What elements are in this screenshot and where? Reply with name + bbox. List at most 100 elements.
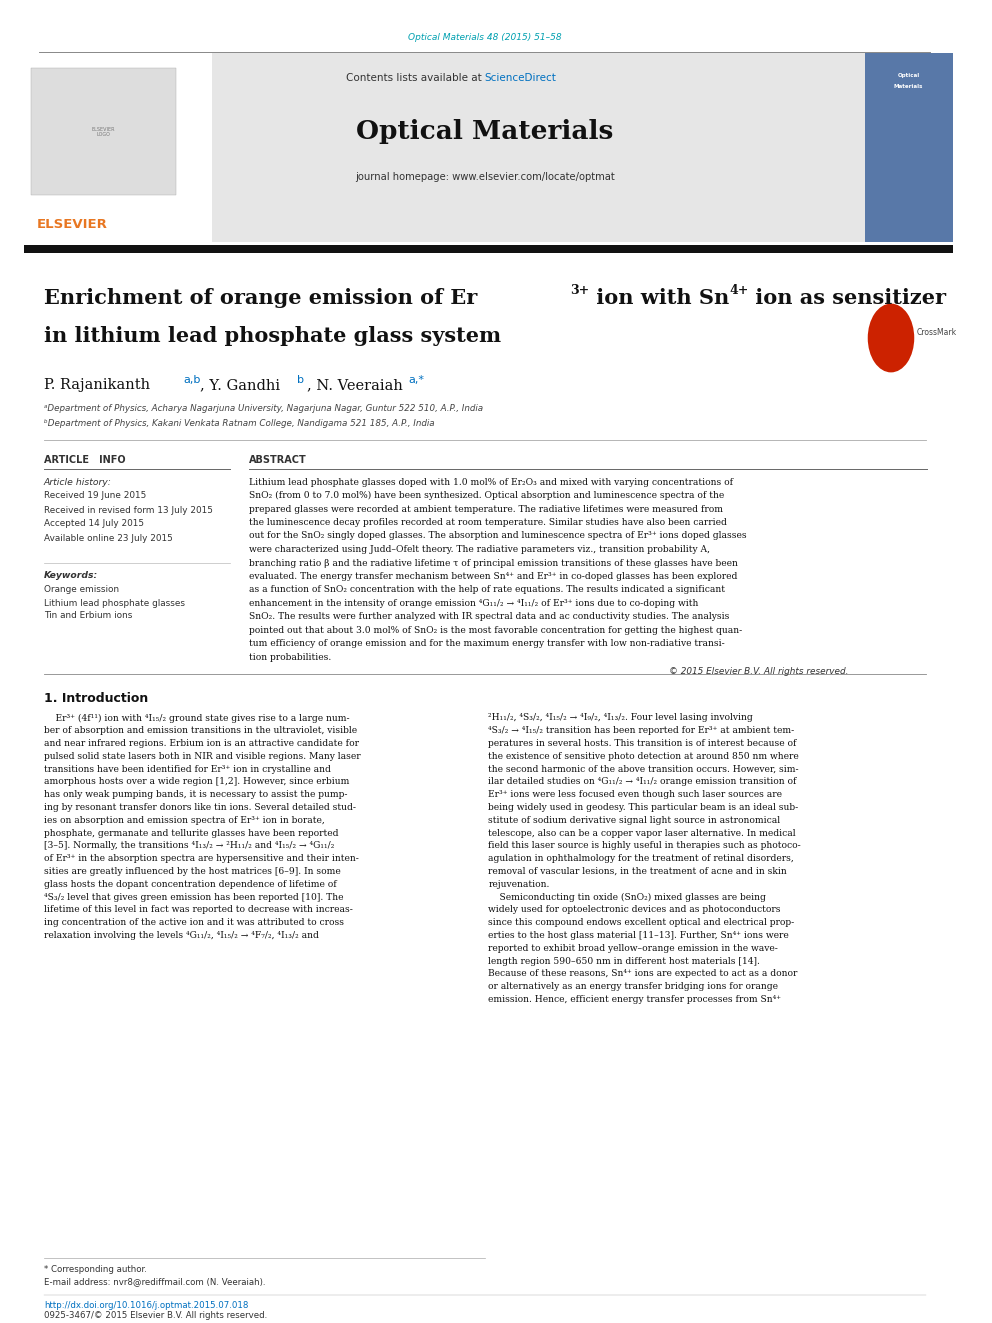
Text: amorphous hosts over a wide region [1,2]. However, since erbium: amorphous hosts over a wide region [1,2]… <box>44 778 349 786</box>
Text: widely used for optoelectronic devices and as photoconductors: widely used for optoelectronic devices a… <box>488 905 781 914</box>
Text: E-mail address: nvr8@rediffmail.com (N. Veeraiah).: E-mail address: nvr8@rediffmail.com (N. … <box>44 1278 266 1286</box>
Text: ScienceDirect: ScienceDirect <box>484 73 557 83</box>
Bar <box>25 245 952 253</box>
Text: Received 19 June 2015: Received 19 June 2015 <box>44 492 146 500</box>
Text: Received in revised form 13 July 2015: Received in revised form 13 July 2015 <box>44 505 213 515</box>
Text: stitute of sodium derivative signal light source in astronomical: stitute of sodium derivative signal ligh… <box>488 816 781 826</box>
Text: and near infrared regions. Erbium ion is an attractive candidate for: and near infrared regions. Erbium ion is… <box>44 740 359 747</box>
Text: Materials: Materials <box>894 85 924 90</box>
Text: tion probabilities.: tion probabilities. <box>249 654 331 662</box>
Text: ⁴S₃/₂ level that gives green emission has been reported [10]. The: ⁴S₃/₂ level that gives green emission ha… <box>44 893 343 902</box>
Text: length region 590–650 nm in different host materials [14].: length region 590–650 nm in different ho… <box>488 957 760 966</box>
Polygon shape <box>879 314 903 329</box>
Text: Optical: Optical <box>898 73 920 78</box>
Text: Available online 23 July 2015: Available online 23 July 2015 <box>44 533 173 542</box>
Text: pulsed solid state lasers both in NIR and visible regions. Many laser: pulsed solid state lasers both in NIR an… <box>44 751 360 761</box>
Text: telescope, also can be a copper vapor laser alternative. In medical: telescope, also can be a copper vapor la… <box>488 828 797 837</box>
Text: Enrichment of orange emission of Er: Enrichment of orange emission of Er <box>44 288 477 308</box>
Text: Tin and Erbium ions: Tin and Erbium ions <box>44 611 132 620</box>
Text: SnO₂ (from 0 to 7.0 mol%) have been synthesized. Optical absorption and luminesc: SnO₂ (from 0 to 7.0 mol%) have been synt… <box>249 491 724 500</box>
Text: Semiconducting tin oxide (SnO₂) mixed glasses are being: Semiconducting tin oxide (SnO₂) mixed gl… <box>488 893 767 902</box>
Text: CrossMark: CrossMark <box>917 328 956 336</box>
Text: ELSEVIER: ELSEVIER <box>37 218 108 232</box>
Text: removal of vascular lesions, in the treatment of acne and in skin: removal of vascular lesions, in the trea… <box>488 867 788 876</box>
Text: ion with Sn: ion with Sn <box>589 288 729 308</box>
Text: Optical Materials 48 (2015) 51–58: Optical Materials 48 (2015) 51–58 <box>408 33 561 42</box>
Text: field this laser source is highly useful in therapies such as photoco-: field this laser source is highly useful… <box>488 841 802 851</box>
Text: journal homepage: www.elsevier.com/locate/optmat: journal homepage: www.elsevier.com/locat… <box>355 172 614 183</box>
Text: Because of these reasons, Sn⁴⁺ ions are expected to act as a donor: Because of these reasons, Sn⁴⁺ ions are … <box>488 970 798 979</box>
Text: lifetime of this level in fact was reported to decrease with increas-: lifetime of this level in fact was repor… <box>44 905 353 914</box>
Text: erties to the host glass material [11–13]. Further, Sn⁴⁺ ions were: erties to the host glass material [11–13… <box>488 931 790 941</box>
Text: sities are greatly influenced by the host matrices [6–9]. In some: sities are greatly influenced by the hos… <box>44 867 340 876</box>
Text: ies on absorption and emission spectra of Er³⁺ ion in borate,: ies on absorption and emission spectra o… <box>44 816 324 826</box>
Text: * Corresponding author.: * Corresponding author. <box>44 1266 147 1274</box>
Text: ᵇDepartment of Physics, Kakani Venkata Ratnam College, Nandigama 521 185, A.P., : ᵇDepartment of Physics, Kakani Venkata R… <box>44 418 434 427</box>
Text: Optical Materials: Optical Materials <box>356 119 613 144</box>
Text: branching ratio β and the radiative lifetime τ of principal emission transitions: branching ratio β and the radiative life… <box>249 558 738 568</box>
Text: out for the SnO₂ singly doped glasses. The absorption and luminescence spectra o: out for the SnO₂ singly doped glasses. T… <box>249 532 747 541</box>
Text: Lithium lead phosphate glasses: Lithium lead phosphate glasses <box>44 598 185 607</box>
Text: prepared glasses were recorded at ambient temperature. The radiative lifetimes w: prepared glasses were recorded at ambien… <box>249 504 723 513</box>
Text: as a function of SnO₂ concentration with the help of rate equations. The results: as a function of SnO₂ concentration with… <box>249 586 725 594</box>
Text: ing concentration of the active ion and it was attributed to cross: ing concentration of the active ion and … <box>44 918 344 927</box>
Text: reported to exhibit broad yellow–orange emission in the wave-: reported to exhibit broad yellow–orange … <box>488 943 779 953</box>
Text: Keywords:: Keywords: <box>44 572 98 581</box>
Text: Article history:: Article history: <box>44 478 112 487</box>
Ellipse shape <box>868 303 915 372</box>
Text: Er³⁺ (4f¹¹) ion with ⁴I₁₅/₂ ground state gives rise to a large num-: Er³⁺ (4f¹¹) ion with ⁴I₁₅/₂ ground state… <box>44 713 349 722</box>
Text: ABSTRACT: ABSTRACT <box>249 455 307 464</box>
Bar <box>865 53 952 242</box>
Text: agulation in ophthalmology for the treatment of retinal disorders,: agulation in ophthalmology for the treat… <box>488 855 795 864</box>
Text: 4+: 4+ <box>730 284 749 298</box>
Text: ⁴S₃/₂ → ⁴I₁₅/₂ transition has been reported for Er³⁺ at ambient tem-: ⁴S₃/₂ → ⁴I₁₅/₂ transition has been repor… <box>488 726 795 736</box>
Text: emission. Hence, efficient energy transfer processes from Sn⁴⁺: emission. Hence, efficient energy transf… <box>488 995 782 1004</box>
Text: Accepted 14 July 2015: Accepted 14 July 2015 <box>44 520 144 528</box>
Text: ilar detailed studies on ⁴G₁₁/₂ → ⁴I₁₁/₂ orange emission transition of: ilar detailed studies on ⁴G₁₁/₂ → ⁴I₁₁/₂… <box>488 778 797 786</box>
Text: evaluated. The energy transfer mechanism between Sn⁴⁺ and Er³⁺ in co-doped glass: evaluated. The energy transfer mechanism… <box>249 572 737 581</box>
Text: http://dx.doi.org/10.1016/j.optmat.2015.07.018: http://dx.doi.org/10.1016/j.optmat.2015.… <box>44 1302 248 1311</box>
Text: ber of absorption and emission transitions in the ultraviolet, visible: ber of absorption and emission transitio… <box>44 726 357 736</box>
Text: Contents lists available at: Contents lists available at <box>345 73 484 83</box>
Text: were characterized using Judd–Ofelt theory. The radiative parameters viz., trans: were characterized using Judd–Ofelt theo… <box>249 545 710 554</box>
Text: b: b <box>297 374 304 385</box>
Text: the existence of sensitive photo detection at around 850 nm where: the existence of sensitive photo detecti… <box>488 751 800 761</box>
Text: phosphate, germanate and tellurite glasses have been reported: phosphate, germanate and tellurite glass… <box>44 828 338 837</box>
Text: a,*: a,* <box>409 374 425 385</box>
Text: the luminescence decay profiles recorded at room temperature. Similar studies ha: the luminescence decay profiles recorded… <box>249 519 727 527</box>
Text: has only weak pumping bands, it is necessary to assist the pump-: has only weak pumping bands, it is neces… <box>44 790 347 799</box>
Text: 0925-3467/© 2015 Elsevier B.V. All rights reserved.: 0925-3467/© 2015 Elsevier B.V. All right… <box>44 1311 267 1320</box>
Text: ELSEVIER
LOGO: ELSEVIER LOGO <box>92 127 115 138</box>
Text: pointed out that about 3.0 mol% of SnO₂ is the most favorable concentration for : pointed out that about 3.0 mol% of SnO₂ … <box>249 626 742 635</box>
Text: ᵃDepartment of Physics, Acharya Nagarjuna University, Nagarjuna Nagar, Guntur 52: ᵃDepartment of Physics, Acharya Nagarjun… <box>44 404 483 413</box>
Text: © 2015 Elsevier B.V. All rights reserved.: © 2015 Elsevier B.V. All rights reserved… <box>669 667 848 676</box>
Text: or alternatively as an energy transfer bridging ions for orange: or alternatively as an energy transfer b… <box>488 982 779 991</box>
Bar <box>25 53 212 242</box>
Text: Lithium lead phosphate glasses doped with 1.0 mol% of Er₂O₃ and mixed with varyi: Lithium lead phosphate glasses doped wit… <box>249 478 733 487</box>
Text: [3–5]. Normally, the transitions ⁴I₁₃/₂ → ²H₁₁/₂ and ⁴I₁₅/₂ → ⁴G₁₁/₂: [3–5]. Normally, the transitions ⁴I₁₃/₂ … <box>44 841 334 851</box>
Bar <box>32 67 176 194</box>
Text: ion as sensitizer: ion as sensitizer <box>748 288 946 308</box>
Text: being widely used in geodesy. This particular beam is an ideal sub-: being widely used in geodesy. This parti… <box>488 803 799 812</box>
Text: relaxation involving the levels ⁴G₁₁/₂, ⁴I₁₅/₂ → ⁴F₇/₂, ⁴I₁₃/₂ and: relaxation involving the levels ⁴G₁₁/₂, … <box>44 931 318 941</box>
Text: , Y. Gandhi: , Y. Gandhi <box>200 378 285 392</box>
Text: transitions have been identified for Er³⁺ ion in crystalline and: transitions have been identified for Er³… <box>44 765 331 774</box>
Text: since this compound endows excellent optical and electrical prop-: since this compound endows excellent opt… <box>488 918 795 927</box>
Text: of Er³⁺ in the absorption spectra are hypersensitive and their inten-: of Er³⁺ in the absorption spectra are hy… <box>44 855 359 864</box>
Text: Er³⁺ ions were less focused even though such laser sources are: Er³⁺ ions were less focused even though … <box>488 790 783 799</box>
Bar <box>25 53 865 242</box>
Text: rejuvenation.: rejuvenation. <box>488 880 550 889</box>
Text: enhancement in the intensity of orange emission ⁴G₁₁/₂ → ⁴I₁₁/₂ of Er³⁺ ions due: enhancement in the intensity of orange e… <box>249 599 698 609</box>
Text: a,b: a,b <box>184 374 201 385</box>
Text: the second harmonic of the above transition occurs. However, sim-: the second harmonic of the above transit… <box>488 765 800 774</box>
Text: peratures in several hosts. This transition is of interest because of: peratures in several hosts. This transit… <box>488 740 797 747</box>
Text: ing by resonant transfer donors like tin ions. Several detailed stud-: ing by resonant transfer donors like tin… <box>44 803 356 812</box>
Text: SnO₂. The results were further analyzed with IR spectral data and ac conductivit: SnO₂. The results were further analyzed … <box>249 613 729 622</box>
Text: , N. Veeraiah: , N. Veeraiah <box>307 378 408 392</box>
Text: 3+: 3+ <box>570 284 590 298</box>
Text: glass hosts the dopant concentration dependence of lifetime of: glass hosts the dopant concentration dep… <box>44 880 336 889</box>
Text: tum efficiency of orange emission and for the maximum energy transfer with low n: tum efficiency of orange emission and fo… <box>249 639 725 648</box>
Text: ARTICLE   INFO: ARTICLE INFO <box>44 455 126 464</box>
Text: P. Rajanikanth: P. Rajanikanth <box>44 378 155 392</box>
Text: ²H₁₁/₂, ⁴S₃/₂, ⁴I₁₅/₂ → ⁴I₉/₂, ⁴I₁₃/₂. Four level lasing involving: ²H₁₁/₂, ⁴S₃/₂, ⁴I₁₅/₂ → ⁴I₉/₂, ⁴I₁₃/₂. F… <box>488 713 753 722</box>
